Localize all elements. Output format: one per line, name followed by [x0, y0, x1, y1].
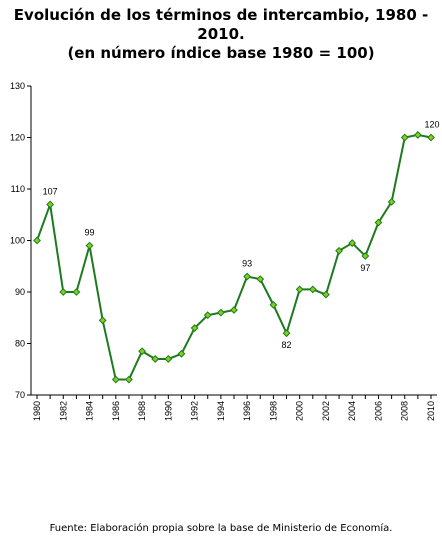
chart-title-line-2: 2010.: [197, 25, 245, 43]
data-point: [177, 349, 186, 358]
data-label: 107: [43, 186, 58, 196]
x-tick-label: 1988: [137, 401, 147, 421]
data-point: [427, 133, 435, 142]
data-point: [230, 306, 238, 314]
data-point: [387, 197, 396, 206]
data-point: [243, 272, 252, 281]
data-point: [400, 133, 409, 142]
data-point: [85, 241, 94, 250]
data-point: [374, 218, 383, 227]
source-footnote: Fuente: Elaboración propia sobre la base…: [49, 523, 393, 534]
data-point: [46, 200, 55, 209]
data-point: [348, 239, 357, 247]
chart-title-line-1: Evolución de los términos de intercambio…: [13, 6, 429, 24]
x-tick-label: 2002: [321, 401, 331, 421]
data-point: [322, 290, 330, 299]
x-tick-label: 1996: [242, 401, 252, 421]
data-point: [256, 275, 265, 284]
x-tick-label: 1984: [85, 401, 95, 421]
x-tick-label: 2006: [373, 401, 383, 421]
data-point: [138, 347, 146, 356]
data-point: [203, 311, 212, 320]
x-tick-label: 1980: [32, 401, 42, 421]
data-label: 97: [360, 263, 370, 273]
x-tick-label: 2000: [295, 401, 305, 421]
data-label: 82: [282, 340, 292, 350]
data-point: [98, 316, 107, 325]
x-tick-label: 1986: [111, 401, 121, 421]
y-tick-label: 90: [15, 287, 25, 297]
x-tick-label: 2010: [426, 401, 436, 421]
y-tick-label: 70: [15, 390, 25, 400]
data-point: [413, 131, 422, 139]
y-tick-label: 100: [10, 236, 25, 246]
chart-title-line-3: (en número índice base 1980 = 100): [67, 44, 375, 62]
x-tick-label: 1998: [268, 401, 278, 421]
y-tick-label: 130: [10, 81, 25, 91]
data-point: [308, 285, 317, 294]
data-point: [282, 329, 291, 338]
data-point: [59, 288, 68, 296]
data-point: [216, 308, 225, 317]
data-label: 93: [242, 259, 252, 269]
data-point: [269, 300, 278, 309]
x-tick-label: 1990: [163, 401, 173, 421]
x-tick-label: 2004: [347, 401, 357, 421]
y-tick-label: 120: [10, 133, 25, 143]
x-tick-label: 1992: [190, 401, 200, 421]
data-point: [190, 324, 199, 332]
data-point: [295, 285, 304, 294]
x-tick-label: 1982: [58, 401, 68, 421]
chart-title: Evolución de los términos de intercambio…: [0, 6, 442, 63]
series-line: [36, 133, 432, 381]
data-point: [151, 355, 160, 363]
data-point: [125, 375, 133, 384]
data-point: [335, 246, 343, 255]
data-label: 99: [85, 228, 95, 238]
data-point: [33, 236, 41, 245]
x-tick-label: 1994: [216, 401, 226, 421]
x-tick-label: 2008: [400, 401, 410, 421]
data-label: 120: [424, 120, 439, 130]
data-point: [164, 355, 173, 363]
data-point: [72, 288, 81, 296]
y-tick-label: 80: [15, 339, 25, 349]
data-point: [111, 375, 120, 384]
data-point: [361, 252, 370, 260]
y-tick-label: 110: [11, 184, 25, 194]
